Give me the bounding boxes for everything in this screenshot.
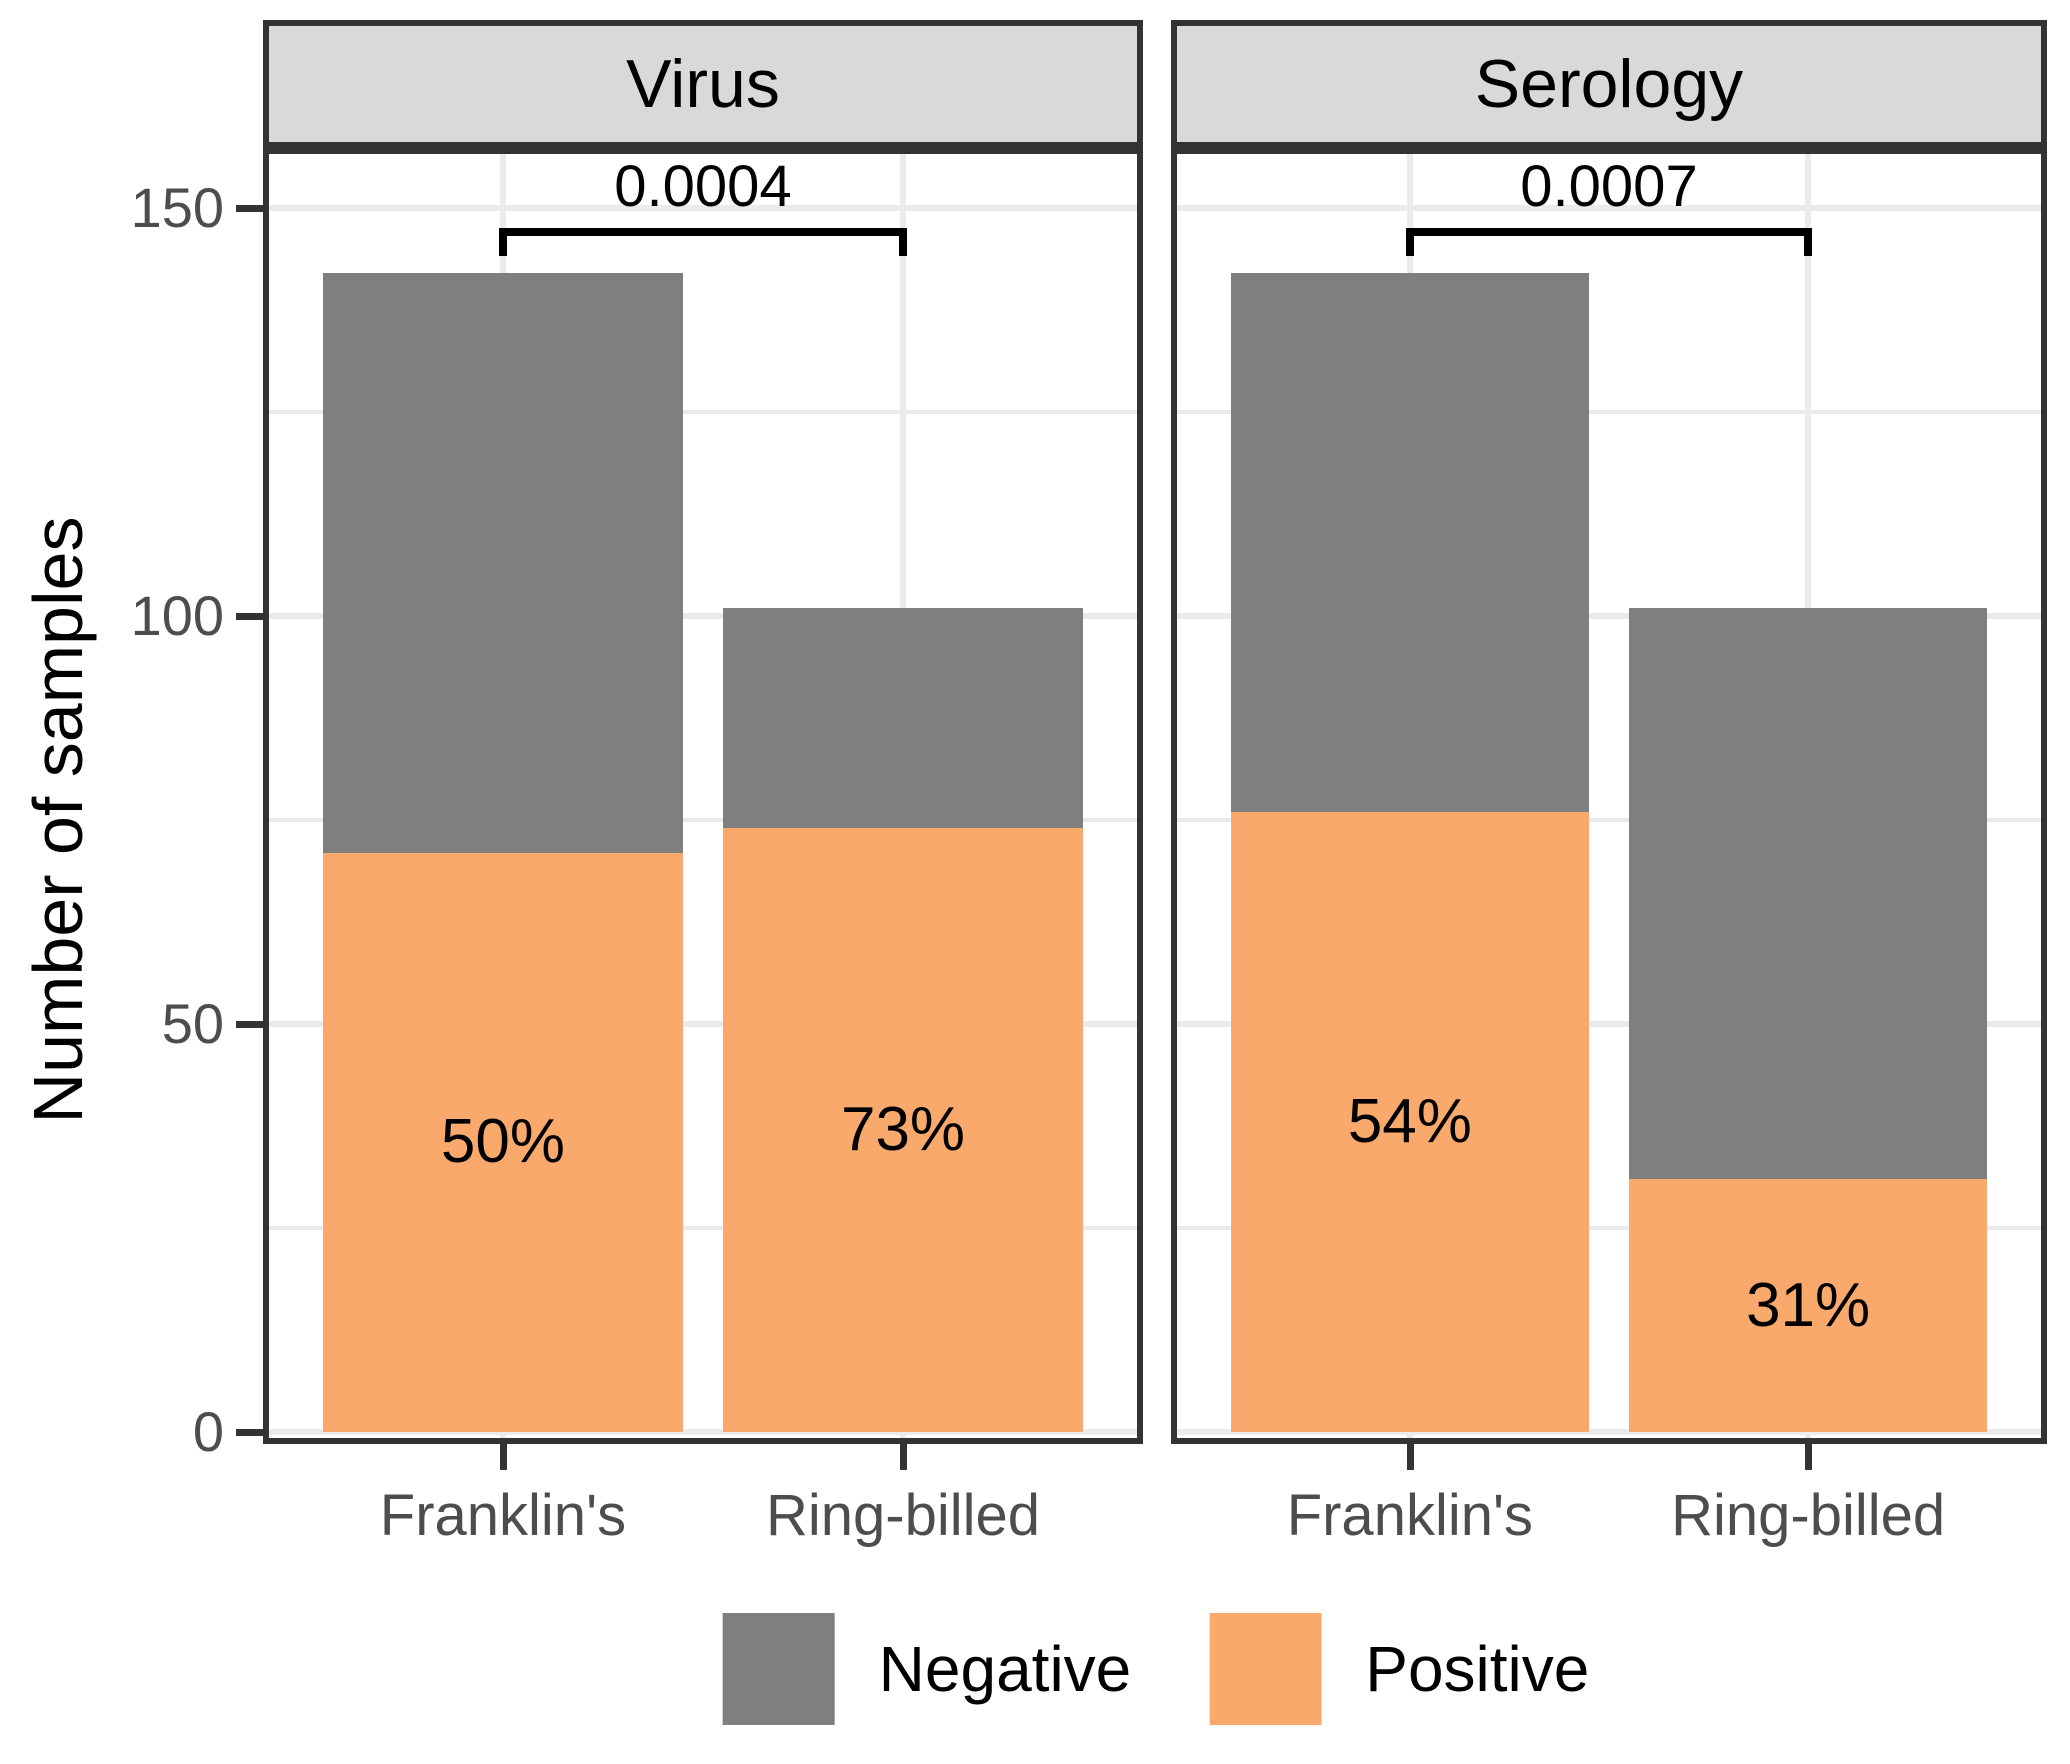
x-tick-label: Franklin's <box>1286 1483 1534 1548</box>
pvalue-label: 0.0004 <box>614 154 792 219</box>
y-tick-label: 0 <box>192 1400 224 1463</box>
y-tick-label: 150 <box>130 176 224 239</box>
gridline-minor-y25 <box>1177 1226 2041 1230</box>
gridline-minor-y125 <box>1177 410 2041 414</box>
y-tick <box>236 1429 263 1436</box>
x-tick <box>900 1444 908 1470</box>
bar-positive-segment <box>1629 1179 1987 1432</box>
x-tick-label: Ring-billed <box>766 1483 1041 1548</box>
pvalue-bracket-tick <box>1804 228 1813 256</box>
legend-key-positive <box>1209 1613 1322 1725</box>
legend-label-negative: Negative <box>878 1633 1132 1705</box>
facet-panel-virus <box>263 148 1143 1444</box>
x-tick <box>1406 1444 1414 1470</box>
pvalue-label: 0.0007 <box>1520 154 1698 219</box>
legend-label-positive: Positive <box>1365 1633 1590 1705</box>
gridline-major-y0 <box>269 1429 1137 1435</box>
bar-percent-label: 73% <box>840 1095 966 1165</box>
x-tick-label: Franklin's <box>379 1483 627 1548</box>
pvalue-bracket-tick <box>1405 228 1414 256</box>
gridline-major-y0 <box>1177 1429 2041 1435</box>
bar-positive-segment <box>1231 811 1589 1432</box>
y-tick-label: 50 <box>161 992 224 1055</box>
gridline-minor-y125 <box>269 410 1137 414</box>
y-tick <box>236 205 263 212</box>
bar-percent-label: 31% <box>1746 1270 1871 1340</box>
facet-strip-virus: Virus <box>263 20 1143 148</box>
gridline-major-y100 <box>269 613 1137 619</box>
gridline-minor-y75 <box>269 818 1137 822</box>
legend-key-negative <box>722 1613 835 1725</box>
facet-strip-serology: Serology <box>1171 20 2047 148</box>
bar-negative-segment <box>323 273 683 853</box>
x-tick <box>499 1444 507 1470</box>
bar-negative-segment <box>723 607 1083 829</box>
bar-percent-label: 54% <box>1347 1086 1472 1156</box>
gridline-minor-y75 <box>1177 818 2041 822</box>
bar-positive-segment <box>323 852 683 1432</box>
gridline-major-y150 <box>1177 205 2041 211</box>
legend: Negative Positive <box>722 1610 1590 1728</box>
gridline-minor-y25 <box>269 1226 1137 1230</box>
x-tick-label: Ring-billed <box>1671 1483 1946 1548</box>
y-tick <box>236 613 263 620</box>
pvalue-bracket <box>1405 228 1813 236</box>
pvalue-bracket-tick <box>498 228 507 256</box>
strip-label: Serology <box>1474 46 1744 122</box>
pvalue-bracket <box>498 228 908 236</box>
y-tick-label: 100 <box>130 584 224 647</box>
gridline-major-y50 <box>269 1021 1137 1027</box>
bar-negative-segment <box>1629 607 1987 1180</box>
pvalue-bracket-tick <box>899 228 908 256</box>
bar-percent-label: 50% <box>440 1107 566 1177</box>
facet-panel-serology <box>1171 148 2047 1444</box>
gridline-major-y150 <box>269 205 1137 211</box>
x-tick <box>1805 1444 1813 1470</box>
bar-positive-segment <box>723 828 1083 1432</box>
y-tick <box>236 1021 263 1028</box>
gridline-major-y100 <box>1177 613 2041 619</box>
gridline-major-y50 <box>1177 1021 2041 1027</box>
bar-negative-segment <box>1231 273 1589 812</box>
strip-label: Virus <box>626 46 780 122</box>
